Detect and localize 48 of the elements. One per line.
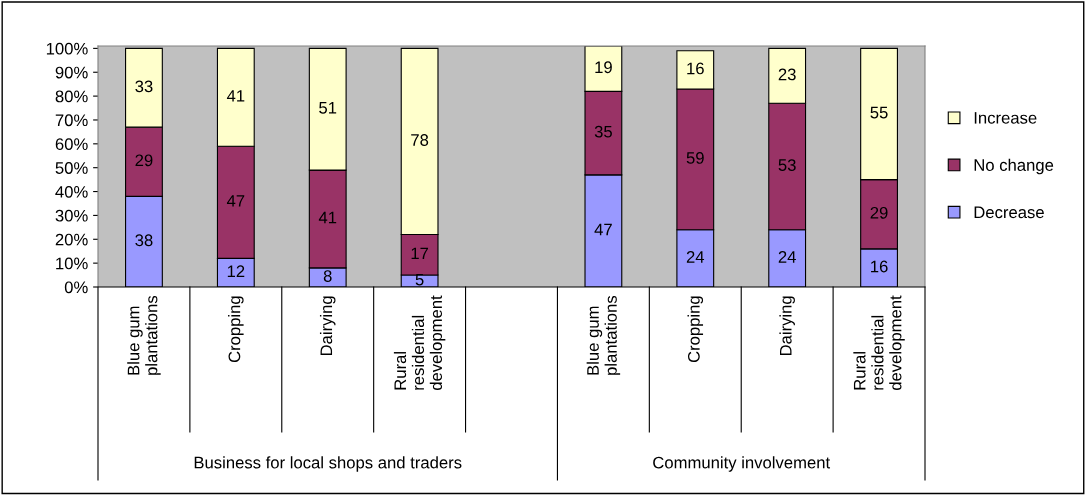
- data-label: 23: [778, 68, 796, 81]
- x-tick-label: Blue gum plantations: [127, 295, 161, 375]
- y-tick-label: 90%: [55, 66, 88, 79]
- y-tick-label: 0%: [64, 281, 88, 294]
- data-label: 35: [594, 125, 612, 138]
- x-tick-label: Cropping: [687, 296, 704, 363]
- legend-label: Decrease: [974, 206, 1044, 219]
- data-label: 17: [411, 247, 429, 260]
- data-label: 19: [595, 61, 612, 74]
- data-label: 41: [226, 90, 245, 102]
- data-label: 53: [778, 159, 796, 171]
- y-tick-label: 100%: [46, 42, 88, 55]
- legend-label: Increase: [974, 112, 1037, 124]
- data-label: 24: [778, 251, 796, 263]
- data-label: 12: [227, 265, 245, 277]
- x-tick-label: Dairying: [319, 296, 336, 356]
- y-tick-label: 40%: [55, 185, 88, 198]
- data-label: 47: [226, 195, 245, 207]
- text: Business for local shops and traders: [194, 456, 462, 472]
- y-tick-label: 50%: [55, 162, 88, 174]
- text: Community involvement: [653, 456, 831, 472]
- x-tick-label: Blue gum plantations: [586, 295, 621, 375]
- data-label: 8: [323, 270, 332, 282]
- x-tick-label: Dairying: [779, 296, 795, 356]
- legend-label: No change: [974, 158, 1054, 175]
- data-label: 41: [318, 211, 337, 224]
- data-label: 51: [319, 102, 337, 114]
- x-tick-label: Rural residential development: [393, 295, 446, 391]
- data-label: 29: [135, 154, 153, 167]
- y-tick-label: 60%: [55, 138, 88, 151]
- y-tick-label: 10%: [56, 257, 88, 270]
- x-tick-label: Cropping: [228, 296, 244, 363]
- data-label: 5: [415, 273, 424, 286]
- y-tick-label: 20%: [55, 233, 88, 246]
- data-label: 16: [871, 260, 888, 273]
- data-label: 29: [870, 206, 888, 219]
- data-label: 16: [687, 62, 704, 75]
- data-label: 47: [594, 223, 612, 236]
- data-label: 24: [686, 251, 705, 263]
- data-label: 55: [870, 106, 888, 119]
- y-tick-label: 30%: [55, 209, 88, 222]
- data-label: 38: [135, 234, 153, 247]
- x-tick-label: Rural residential development: [853, 295, 905, 391]
- data-label: 59: [686, 152, 704, 164]
- data-label: 78: [411, 134, 429, 146]
- data-label: 33: [135, 80, 153, 93]
- y-tick-label: 70%: [55, 114, 88, 127]
- y-tick-label: 80%: [55, 90, 88, 103]
